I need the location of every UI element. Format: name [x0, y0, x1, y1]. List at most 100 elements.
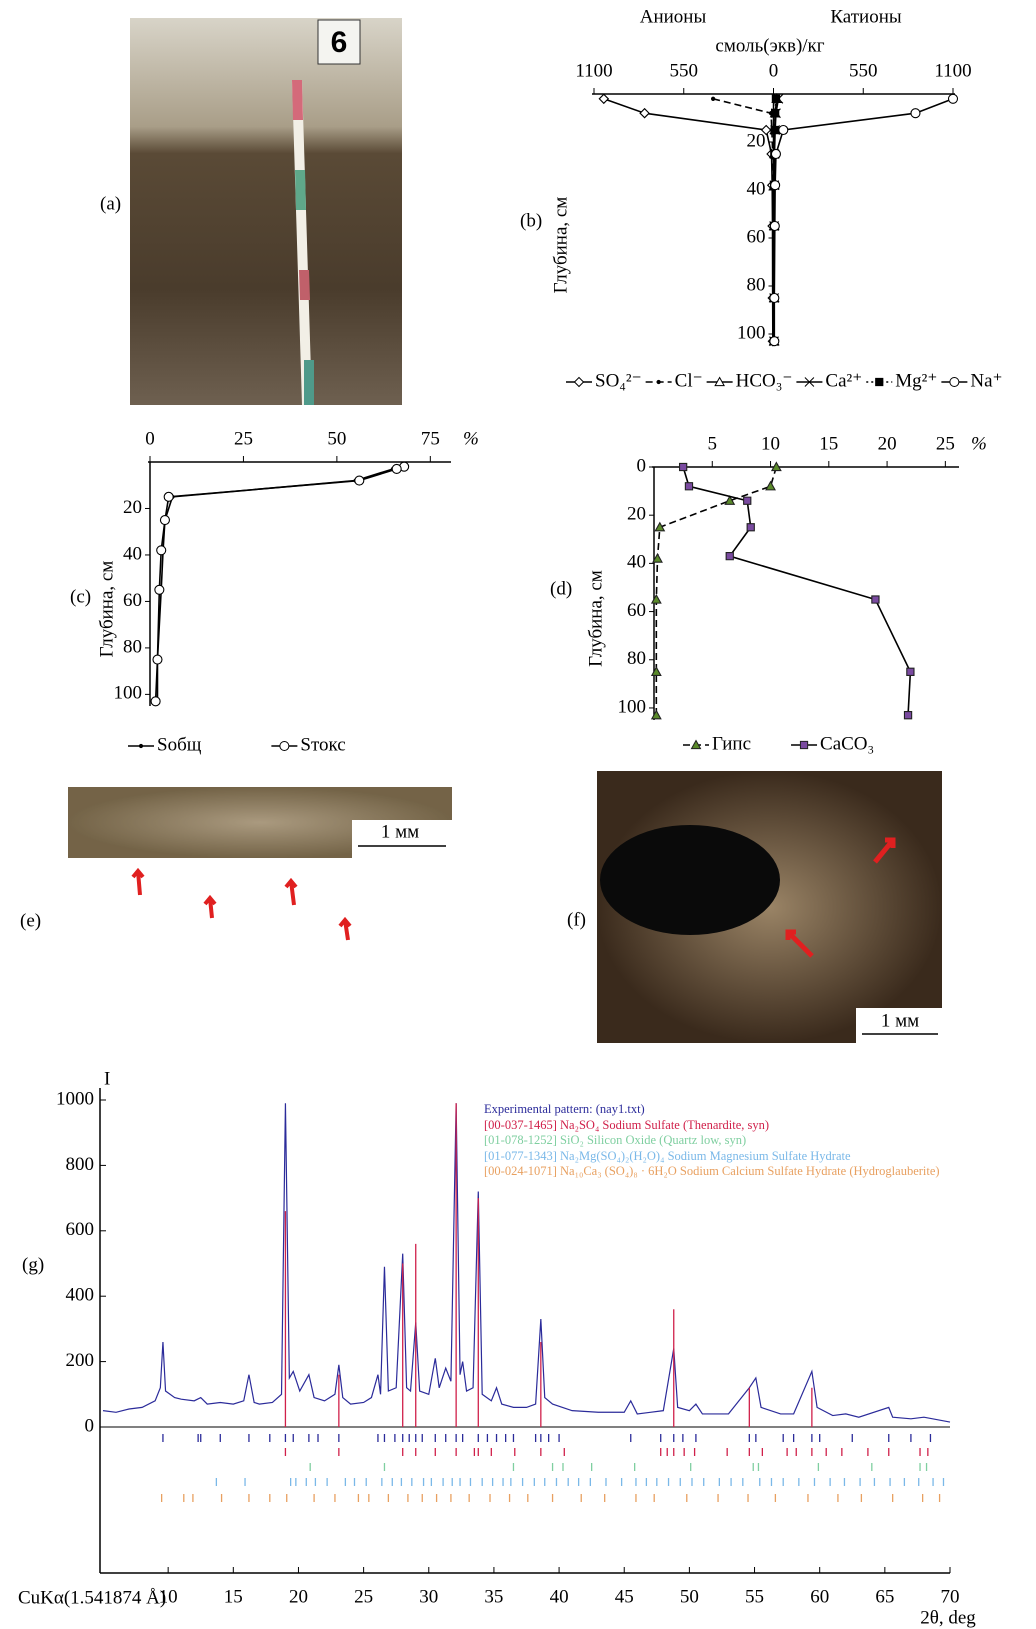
- x-tick-label: 70: [941, 1586, 960, 1607]
- panel-label: (a): [100, 193, 121, 214]
- data-point: [392, 464, 401, 473]
- y-tick-label: 400: [66, 1285, 95, 1306]
- data-point: [771, 126, 778, 133]
- x-tick-label: 35: [484, 1586, 503, 1607]
- data-point: [155, 585, 164, 594]
- x-tick-label: 40: [550, 1586, 569, 1607]
- data-point: [772, 110, 779, 117]
- data-point: [726, 553, 733, 560]
- y-tick-label: 100: [737, 322, 766, 343]
- y-tick-label: 80: [123, 636, 142, 657]
- y-tick-label: 100: [618, 696, 647, 717]
- x-tick-label: 0: [145, 428, 155, 449]
- data-point: [153, 655, 162, 664]
- panel-label: (g): [22, 1254, 44, 1275]
- axis-title-right: Катионы: [830, 6, 902, 27]
- x-tick-label: 15: [224, 1586, 243, 1607]
- data-point: [160, 516, 169, 525]
- data-point: [949, 94, 958, 103]
- legend-marker: [280, 741, 289, 750]
- data-point: [652, 667, 661, 675]
- legend-label: Ca²⁺: [825, 370, 862, 391]
- figure: 6 (a)(b)(c)(d)(e)(f)(g)1 мм1 мм110055005…: [0, 0, 1036, 1629]
- legend-label: Sобщ: [157, 734, 202, 755]
- data-point: [766, 482, 775, 490]
- y-tick-label: 0: [85, 1415, 95, 1436]
- x-tick-label: 15: [819, 433, 838, 454]
- x-tick-label: 1100: [934, 60, 971, 81]
- x-tick-label: 20: [878, 433, 897, 454]
- data-point: [164, 492, 173, 501]
- x-tick-label: 45: [615, 1586, 634, 1607]
- x-tick-label: 30: [419, 1586, 438, 1607]
- data-point: [770, 337, 779, 346]
- annotation: CuKα(1.541874 Å): [18, 1587, 166, 1608]
- data-point: [712, 97, 715, 100]
- data-point: [652, 711, 661, 719]
- data-point: [744, 497, 751, 504]
- y-axis-label: Глубина, см: [585, 570, 606, 667]
- x-axis-label: %: [463, 428, 479, 449]
- x-tick-label: 65: [875, 1586, 894, 1607]
- data-point: [151, 697, 160, 706]
- panel-label: (c): [70, 586, 91, 607]
- data-point: [680, 463, 687, 470]
- legend-marker: [876, 378, 883, 385]
- x-tick-label: 550: [670, 60, 699, 81]
- y-tick-label: 40: [123, 543, 142, 564]
- data-point: [770, 294, 779, 303]
- svg-text:6: 6: [331, 26, 348, 59]
- photo-e: [68, 787, 452, 940]
- x-tick-label: 0: [769, 60, 779, 81]
- series-line: [157, 467, 400, 702]
- data-point: [771, 181, 780, 190]
- legend-label: [01-078-1252] SiO₂ Silicon Oxide (Quartz…: [484, 1133, 946, 1149]
- data-point: [157, 546, 166, 555]
- legend-label: Na⁺: [970, 370, 1002, 391]
- x-tick-label: 20: [289, 1586, 308, 1607]
- y-tick-label: 80: [627, 648, 646, 669]
- x-tick-label: 55: [745, 1586, 764, 1607]
- legend-label: HCO₃⁻: [736, 370, 793, 391]
- legend-label: SO₄²⁻: [595, 370, 642, 391]
- legend-label: [01-077-1343] Na₂Mg(SO₄)₂(H₂O)₄ Sodium M…: [484, 1149, 946, 1165]
- x-tick-label: 50: [327, 428, 346, 449]
- x-tick-label: 1100: [575, 60, 612, 81]
- data-point: [772, 95, 779, 102]
- panel-label: (e): [20, 910, 41, 931]
- series-line: [683, 467, 910, 715]
- photo-a: 6: [130, 18, 402, 405]
- x-tick-label: 25: [936, 433, 955, 454]
- y-axis-label: I: [104, 1068, 110, 1089]
- data-point: [771, 150, 780, 159]
- data-point: [355, 476, 364, 485]
- y-tick-label: 80: [747, 274, 766, 295]
- data-point: [779, 126, 788, 135]
- legend-label: Experimental pattern: (nay1.txt): [484, 1102, 946, 1118]
- panel-label: (f): [567, 909, 586, 930]
- legend-marker: [800, 741, 807, 748]
- legend-marker: [139, 744, 142, 747]
- legend-label: [00-024-1071] Na₁₀Ca₃ (SO₄)₈ · 6H₂O Sodi…: [484, 1164, 946, 1180]
- y-tick-label: 800: [66, 1154, 95, 1175]
- x-tick-label: 50: [680, 1586, 699, 1607]
- y-tick-label: 40: [747, 178, 766, 199]
- xrd-legend: Experimental pattern: (nay1.txt)[00-037-…: [484, 1102, 946, 1180]
- y-axis-label: Глубина, см: [550, 197, 571, 294]
- y-tick-label: 60: [747, 226, 766, 247]
- legend-label: CaCO₃: [820, 733, 874, 754]
- axis-title-left: Анионы: [640, 6, 707, 27]
- x-tick-label: 10: [761, 433, 780, 454]
- data-point: [685, 483, 692, 490]
- scale-bar-label: 1 мм: [381, 821, 419, 842]
- x-axis-label: %: [971, 433, 987, 454]
- data-point: [640, 109, 649, 118]
- x-axis-label: 2θ, deg: [920, 1607, 976, 1628]
- series-line: [774, 99, 953, 341]
- data-point: [599, 94, 608, 103]
- y-tick-label: 40: [627, 552, 646, 573]
- legend-label: Sтокс: [300, 734, 345, 755]
- data-point: [770, 222, 779, 231]
- y-axis-label: Глубина, см: [96, 561, 117, 658]
- y-tick-label: 20: [747, 130, 766, 151]
